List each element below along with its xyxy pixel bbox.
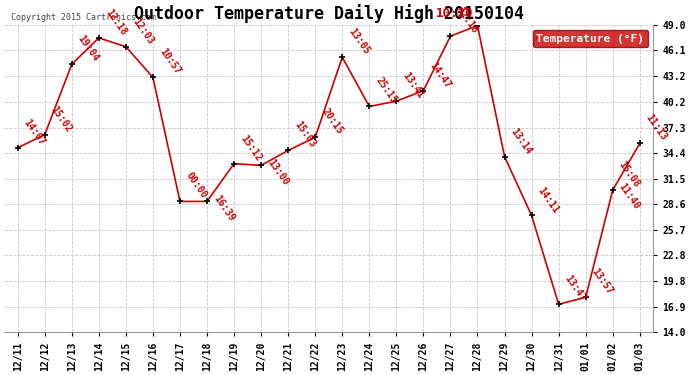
Text: 15:12: 15:12: [238, 133, 264, 163]
Text: 13:14: 13:14: [509, 126, 534, 156]
Text: 12:18: 12:18: [103, 8, 128, 37]
Text: 16:39: 16:39: [211, 193, 236, 223]
Title: Outdoor Temperature Daily High 20150104: Outdoor Temperature Daily High 20150104: [134, 4, 524, 23]
Text: 13:41: 13:41: [400, 70, 426, 100]
Text: 10:20: 10:20: [436, 7, 473, 20]
Text: 13:00: 13:00: [265, 157, 290, 187]
Text: 13:57: 13:57: [590, 267, 615, 297]
Text: 11:40: 11:40: [617, 182, 642, 212]
Text: 12:03: 12:03: [130, 16, 155, 46]
Text: 13:05: 13:05: [346, 27, 371, 57]
Text: 00:00: 00:00: [184, 171, 209, 201]
Text: 15:08: 15:08: [617, 159, 642, 189]
Text: 14:47: 14:47: [428, 60, 453, 90]
Text: 11:13: 11:13: [644, 113, 669, 142]
Text: 10:57: 10:57: [157, 47, 182, 76]
Text: 15:02: 15:02: [49, 104, 74, 134]
Text: 14:11: 14:11: [535, 185, 561, 215]
Text: Copyright 2015 Cartronics.com: Copyright 2015 Cartronics.com: [10, 13, 156, 22]
Text: 13:47: 13:47: [563, 274, 588, 303]
Text: 19:04: 19:04: [76, 34, 101, 63]
Text: 25:15: 25:15: [373, 76, 399, 106]
Text: 12:18: 12:18: [455, 6, 480, 35]
Text: 20:15: 20:15: [319, 106, 344, 136]
Text: 15:03: 15:03: [293, 120, 317, 150]
Legend: Temperature (°F): Temperature (°F): [533, 30, 648, 47]
Text: 14:07: 14:07: [22, 117, 47, 147]
